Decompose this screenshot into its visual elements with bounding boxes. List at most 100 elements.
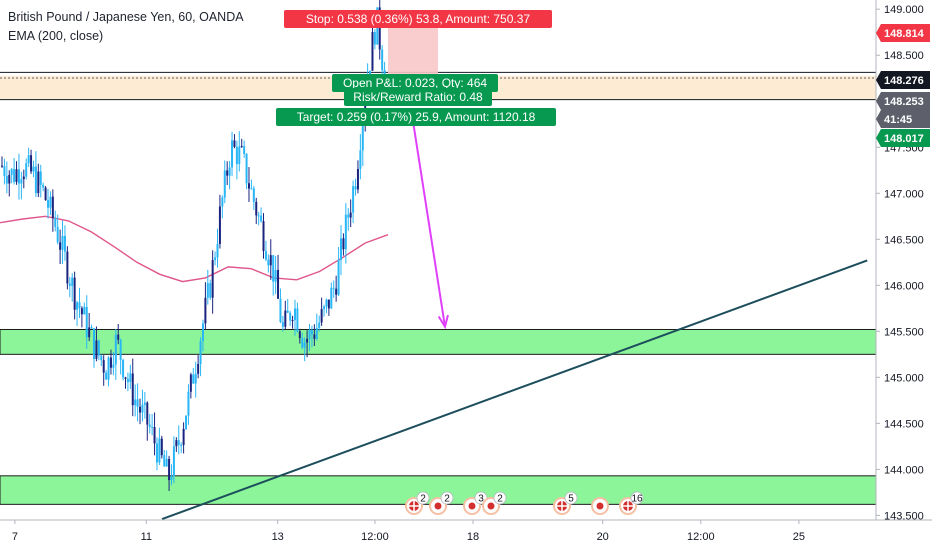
candle-body (347, 214, 350, 218)
candle-body (37, 171, 40, 194)
price-tag: 148.814 (884, 28, 925, 40)
candle-body (267, 259, 270, 266)
candle-body (129, 373, 132, 383)
ema-line (0, 215, 389, 283)
ema-200-line (0, 215, 389, 283)
price-tag: 148.017 (884, 133, 924, 145)
candle-body (257, 215, 260, 217)
candle-body (262, 221, 265, 252)
candle-body (243, 146, 246, 154)
badge-count: 5 (568, 494, 574, 505)
candle-body (126, 378, 129, 383)
candle-body (371, 32, 374, 71)
candle-body (337, 259, 340, 295)
candle-body (20, 179, 23, 184)
open-pnl-label-bg (332, 74, 498, 92)
symbol-title[interactable]: British Pound / Japanese Yen, 60, OANDA (8, 10, 244, 24)
candle-body (306, 338, 309, 343)
candle-body (226, 170, 229, 176)
candle-body (59, 242, 62, 250)
candle-body (27, 155, 30, 164)
indicator-title[interactable]: EMA (200, close) (8, 29, 104, 43)
candle-body (139, 406, 142, 413)
target-label: Target: 0.259 (0.17%) 25.9, Amount: 1120… (297, 110, 536, 124)
candle-body (163, 455, 166, 467)
candle-body (378, 7, 381, 50)
candle-body (153, 427, 156, 444)
candle-body (342, 238, 345, 250)
candle-body (88, 327, 91, 338)
price-tag: 148.253 (884, 96, 924, 108)
candle-body (158, 438, 161, 463)
candle-body (381, 49, 384, 71)
candle-body (252, 188, 255, 202)
badge-count-bg (630, 491, 644, 505)
badge-count-bg (440, 491, 454, 505)
candle-body (114, 334, 117, 365)
candle-body (124, 377, 127, 379)
candle-body (44, 187, 47, 201)
candle-body (216, 243, 219, 258)
candle-body (54, 217, 57, 227)
event-dot-core (468, 502, 476, 510)
candle-body (335, 288, 338, 295)
candles (1, 0, 388, 491)
y-tick-label: 145.000 (884, 372, 924, 384)
price-tag-bg (876, 71, 930, 89)
candle-body (279, 298, 282, 323)
candle-body (168, 458, 171, 481)
candle-body (146, 402, 149, 425)
candle-body (313, 334, 316, 339)
candle-body (281, 322, 284, 327)
badge-count: 16 (631, 494, 643, 505)
candle-body (90, 327, 93, 329)
x-tick-label: 7 (12, 531, 18, 543)
candle-body (264, 251, 267, 260)
candle-body (274, 270, 277, 282)
candle-body (182, 428, 185, 446)
candle-body (25, 163, 28, 177)
candle-body (71, 277, 74, 286)
y-tick-label: 146.500 (884, 234, 924, 246)
candle-body (172, 446, 175, 477)
x-tick-label: 18 (467, 531, 479, 543)
price-axis: 149.000148.500148.000147.500147.000146.5… (875, 0, 932, 550)
candle-body (10, 169, 13, 175)
badge-count-bg (564, 491, 578, 505)
candle-body (204, 297, 207, 324)
candle-body (1, 165, 3, 167)
candle-body (107, 357, 110, 380)
candle-body (136, 399, 139, 407)
badge-count-bg (416, 491, 430, 505)
candle-body (119, 339, 122, 360)
candle-body (56, 226, 59, 243)
y-tick-label: 148.500 (884, 50, 924, 62)
open-pnl-label: Open P&L: 0.023, Qty: 464 (343, 76, 487, 90)
candle-body (105, 372, 108, 380)
candle-body (327, 299, 330, 309)
candle-body (293, 308, 296, 321)
candle-body (68, 283, 71, 286)
candle-body (318, 322, 321, 328)
candle-body (315, 327, 318, 339)
candle-body (197, 364, 200, 374)
candle-body (187, 391, 190, 416)
candle-body (5, 176, 8, 184)
badge-count: 2 (444, 494, 450, 505)
y-tick-label: 149.000 (884, 4, 924, 16)
candle-body (233, 140, 236, 147)
candle-body (349, 212, 352, 218)
candle-body (218, 206, 221, 244)
arrow-head (437, 314, 449, 330)
candle-body (272, 255, 275, 282)
candle-body (175, 440, 178, 447)
candle-body (298, 331, 301, 339)
price-tag-bg (876, 129, 930, 147)
candle-body (303, 342, 306, 348)
rr-label-bg (344, 88, 492, 106)
candle-body (3, 165, 6, 177)
candle-body (332, 287, 335, 289)
candle-body (356, 168, 359, 190)
candle-body (231, 140, 234, 168)
